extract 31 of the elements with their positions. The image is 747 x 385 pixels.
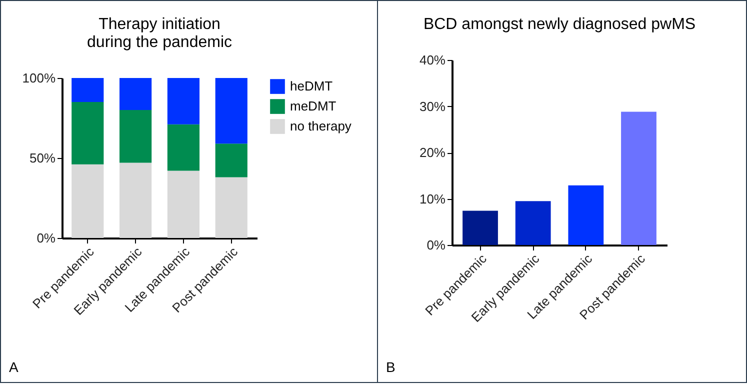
y-tick-label: 20% <box>419 145 446 160</box>
bar <box>119 110 152 163</box>
legend-label: meDMT <box>290 98 336 114</box>
y-tick-label: 10% <box>419 191 446 206</box>
bar <box>515 201 551 245</box>
y-tick-label: 100% <box>22 70 56 86</box>
bar <box>621 112 656 245</box>
chart-title: BCD amongst newly diagnosed pwMS <box>423 16 696 33</box>
bar <box>72 102 104 164</box>
bar <box>167 170 200 238</box>
chart-title: Therapy initiation during the pandemic <box>87 16 232 51</box>
bar <box>462 210 498 245</box>
y-tick-label: 40% <box>419 52 446 68</box>
bar <box>119 78 152 110</box>
bar <box>215 177 248 238</box>
y-tick-label: 0% <box>36 230 56 246</box>
bar <box>119 162 152 238</box>
legend-label: heDMT <box>290 78 333 94</box>
y-tick-label: 30% <box>419 98 446 114</box>
legend-label: no therapy <box>290 118 352 134</box>
text: B <box>386 359 396 375</box>
bar <box>167 78 200 124</box>
y-tick-label: 0% <box>426 238 446 252</box>
bar <box>215 144 248 178</box>
bar <box>72 164 104 238</box>
bar <box>215 78 248 144</box>
bar <box>72 78 104 102</box>
bar <box>568 185 604 245</box>
text: A <box>9 359 18 375</box>
bar <box>167 124 200 171</box>
y-tick-label: 50% <box>29 150 56 166</box>
